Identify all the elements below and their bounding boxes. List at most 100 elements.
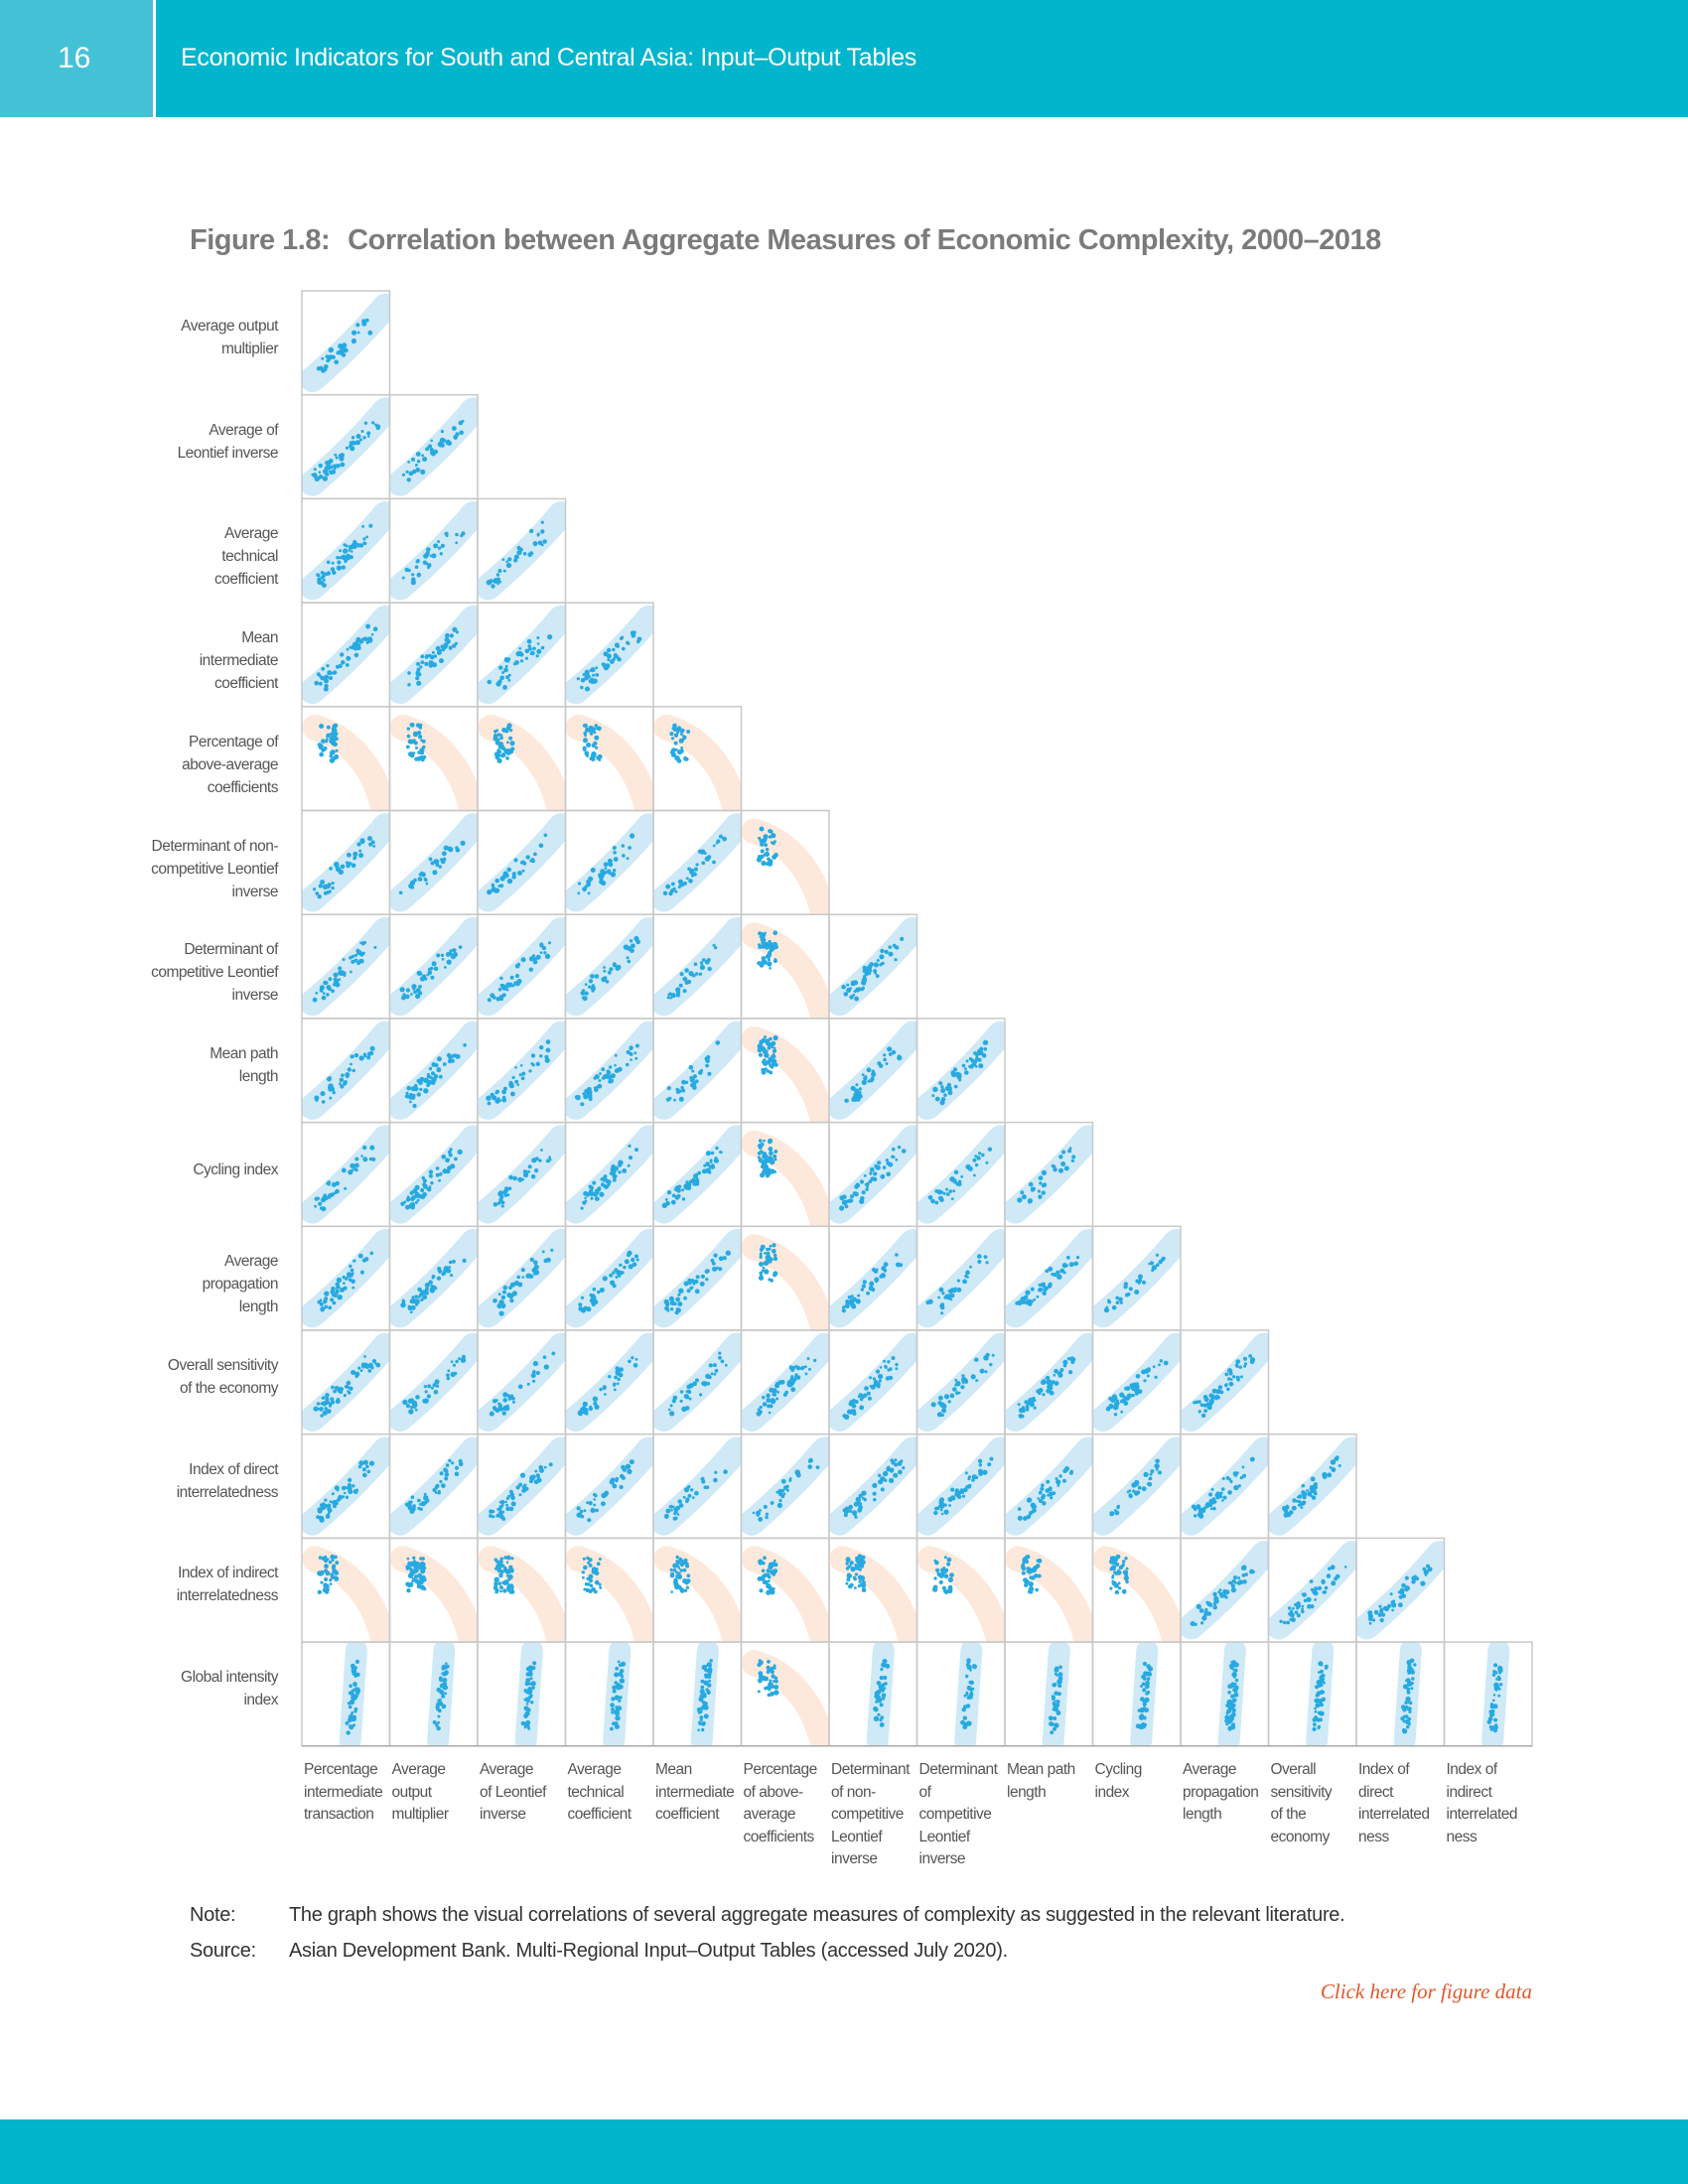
data-point bbox=[346, 861, 350, 865]
data-point bbox=[334, 359, 340, 365]
cell-content bbox=[478, 1021, 566, 1120]
data-point bbox=[323, 746, 328, 751]
data-point bbox=[590, 667, 596, 673]
data-point bbox=[425, 562, 429, 566]
data-point bbox=[860, 1288, 865, 1292]
data-point bbox=[857, 1294, 861, 1297]
data-point bbox=[454, 1157, 458, 1161]
data-point bbox=[1026, 1298, 1030, 1301]
data-point bbox=[854, 1586, 857, 1589]
data-point bbox=[507, 982, 513, 988]
data-point bbox=[538, 1464, 543, 1470]
data-point bbox=[1212, 1604, 1217, 1610]
data-point bbox=[1243, 1364, 1247, 1368]
data-point bbox=[501, 1190, 506, 1195]
data-point bbox=[771, 1042, 775, 1046]
data-point bbox=[431, 961, 437, 967]
data-point bbox=[329, 1500, 333, 1504]
data-point bbox=[1056, 1484, 1060, 1487]
data-point bbox=[892, 1147, 896, 1152]
data-point bbox=[370, 840, 375, 845]
data-point bbox=[339, 549, 343, 553]
data-point bbox=[699, 961, 704, 965]
data-point bbox=[1112, 1557, 1118, 1563]
data-point bbox=[440, 545, 444, 548]
column-label-line: competitive bbox=[831, 1806, 904, 1823]
column-label-line: Index of bbox=[1358, 1761, 1410, 1778]
data-point bbox=[358, 1055, 364, 1061]
data-point bbox=[621, 635, 625, 639]
data-point bbox=[718, 834, 723, 839]
data-point bbox=[425, 547, 431, 552]
data-point bbox=[966, 1276, 969, 1279]
data-point bbox=[332, 570, 337, 575]
data-point bbox=[350, 1268, 354, 1273]
data-point bbox=[587, 1582, 591, 1586]
data-point bbox=[869, 962, 874, 967]
data-point bbox=[759, 839, 764, 843]
data-point bbox=[934, 1506, 938, 1511]
data-point bbox=[882, 1165, 887, 1169]
data-point bbox=[348, 862, 352, 866]
data-point bbox=[436, 1276, 442, 1281]
data-point bbox=[1024, 1582, 1029, 1587]
scatter-cell bbox=[388, 1329, 479, 1435]
data-point bbox=[1053, 1167, 1057, 1172]
data-point bbox=[323, 890, 328, 895]
data-point bbox=[1197, 1400, 1201, 1404]
data-point bbox=[531, 1686, 535, 1690]
data-point bbox=[694, 1490, 699, 1496]
data-point bbox=[525, 855, 530, 860]
data-point bbox=[758, 1275, 765, 1281]
row-label-line: inverse bbox=[231, 883, 279, 900]
data-point bbox=[622, 854, 626, 858]
data-point bbox=[965, 1059, 969, 1063]
data-point bbox=[424, 878, 428, 883]
data-point bbox=[1230, 1378, 1233, 1381]
data-point bbox=[1239, 1476, 1243, 1480]
data-point bbox=[487, 998, 492, 1003]
data-point bbox=[1291, 1506, 1296, 1511]
data-point bbox=[849, 1198, 854, 1203]
positive-correlation-band bbox=[302, 916, 390, 1017]
data-point bbox=[945, 1087, 950, 1092]
data-point bbox=[1298, 1494, 1303, 1499]
data-point bbox=[774, 1150, 777, 1154]
data-point bbox=[1120, 1565, 1124, 1569]
data-point bbox=[1148, 1477, 1152, 1481]
data-point bbox=[769, 948, 774, 953]
data-point bbox=[768, 1138, 774, 1144]
data-point bbox=[938, 1499, 944, 1505]
data-point bbox=[335, 1400, 340, 1404]
data-point bbox=[868, 1396, 872, 1401]
positive-correlation-band bbox=[565, 1332, 653, 1432]
data-point bbox=[1191, 1504, 1196, 1510]
data-point bbox=[501, 727, 507, 733]
data-point bbox=[773, 1046, 776, 1049]
data-point bbox=[345, 1384, 349, 1389]
data-point bbox=[612, 846, 617, 850]
data-point bbox=[710, 1151, 715, 1156]
data-point bbox=[408, 883, 414, 889]
data-point bbox=[1070, 1159, 1075, 1163]
data-point bbox=[530, 650, 535, 656]
data-point bbox=[859, 1560, 863, 1564]
data-point bbox=[872, 1377, 877, 1381]
data-point bbox=[1422, 1567, 1427, 1571]
data-point bbox=[1379, 1609, 1384, 1614]
data-point bbox=[417, 1572, 423, 1578]
data-point bbox=[692, 1082, 696, 1086]
cell-content bbox=[478, 1546, 566, 1643]
data-point bbox=[361, 321, 367, 327]
positive-correlation-band bbox=[389, 1021, 478, 1120]
row-label-line: Mean path bbox=[210, 1044, 278, 1062]
data-point bbox=[1135, 1387, 1140, 1392]
data-point bbox=[1215, 1491, 1220, 1496]
data-point bbox=[701, 1721, 706, 1726]
data-point bbox=[630, 833, 635, 839]
data-point bbox=[606, 1185, 609, 1188]
data-point bbox=[762, 937, 767, 942]
data-point bbox=[705, 1063, 709, 1068]
data-point bbox=[433, 449, 439, 455]
data-point bbox=[764, 1165, 769, 1171]
